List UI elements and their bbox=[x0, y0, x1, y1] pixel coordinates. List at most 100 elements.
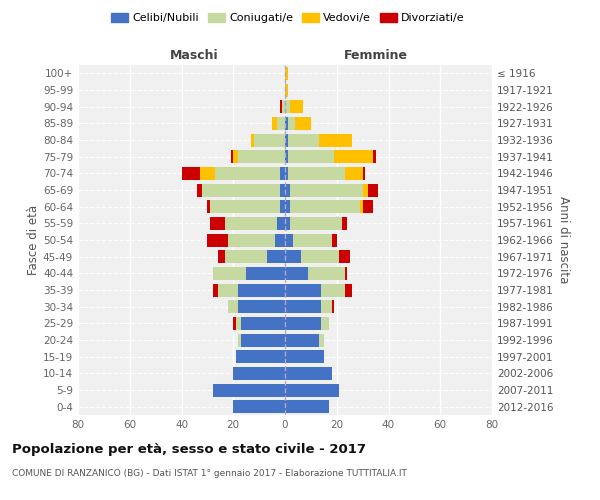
Bar bbox=[285, 167, 287, 180]
Bar bbox=[285, 134, 287, 146]
Bar bbox=[212, 384, 285, 396]
Bar bbox=[283, 100, 285, 113]
Bar bbox=[226, 217, 277, 230]
Bar bbox=[251, 134, 254, 146]
Bar bbox=[236, 350, 285, 363]
Bar bbox=[285, 150, 287, 163]
Bar bbox=[226, 250, 267, 263]
Bar bbox=[285, 234, 293, 246]
Bar bbox=[285, 200, 290, 213]
Bar bbox=[277, 117, 285, 130]
Bar bbox=[290, 184, 362, 196]
Bar bbox=[362, 167, 365, 180]
Text: Maschi: Maschi bbox=[170, 48, 219, 62]
Legend: Celibi/Nubili, Coniugati/e, Vedovi/e, Divorziati/e: Celibi/Nubili, Coniugati/e, Vedovi/e, Di… bbox=[107, 8, 469, 28]
Bar bbox=[285, 300, 321, 313]
Bar bbox=[275, 234, 285, 246]
Text: COMUNE DI RANZANICO (BG) - Dati ISTAT 1° gennaio 2017 - Elaborazione TUTTITALIA.: COMUNE DI RANZANICO (BG) - Dati ISTAT 1°… bbox=[12, 469, 407, 478]
Bar bbox=[308, 267, 344, 280]
Bar bbox=[321, 300, 332, 313]
Bar bbox=[182, 167, 200, 180]
Bar bbox=[340, 250, 350, 263]
Bar bbox=[233, 317, 236, 330]
Bar bbox=[212, 284, 218, 296]
Bar bbox=[241, 317, 285, 330]
Text: Popolazione per età, sesso e stato civile - 2017: Popolazione per età, sesso e stato civil… bbox=[12, 442, 366, 456]
Bar bbox=[344, 167, 362, 180]
Bar bbox=[285, 117, 287, 130]
Bar bbox=[344, 284, 352, 296]
Bar bbox=[360, 200, 362, 213]
Bar bbox=[202, 184, 280, 196]
Bar bbox=[295, 117, 311, 130]
Bar bbox=[280, 200, 285, 213]
Bar bbox=[285, 267, 308, 280]
Bar bbox=[290, 200, 360, 213]
Bar bbox=[254, 134, 285, 146]
Bar bbox=[210, 200, 280, 213]
Text: Femmine: Femmine bbox=[344, 48, 407, 62]
Bar bbox=[277, 217, 285, 230]
Bar bbox=[319, 334, 324, 346]
Bar bbox=[285, 67, 287, 80]
Bar bbox=[368, 184, 378, 196]
Bar bbox=[285, 400, 329, 413]
Bar bbox=[272, 117, 277, 130]
Bar bbox=[228, 300, 238, 313]
Bar bbox=[332, 234, 337, 246]
Bar bbox=[280, 167, 285, 180]
Bar bbox=[321, 317, 329, 330]
Bar bbox=[293, 234, 332, 246]
Bar bbox=[285, 317, 321, 330]
Bar bbox=[215, 167, 280, 180]
Bar bbox=[373, 150, 376, 163]
Bar bbox=[362, 184, 368, 196]
Bar bbox=[238, 300, 285, 313]
Bar bbox=[246, 267, 285, 280]
Bar bbox=[233, 400, 285, 413]
Y-axis label: Fasce di età: Fasce di età bbox=[27, 205, 40, 275]
Bar bbox=[230, 150, 233, 163]
Bar bbox=[267, 250, 285, 263]
Bar bbox=[241, 334, 285, 346]
Bar bbox=[321, 284, 344, 296]
Bar bbox=[238, 150, 285, 163]
Bar bbox=[342, 217, 347, 230]
Bar bbox=[319, 134, 352, 146]
Bar bbox=[233, 150, 238, 163]
Bar bbox=[290, 217, 342, 230]
Bar bbox=[290, 100, 303, 113]
Bar bbox=[228, 234, 275, 246]
Bar bbox=[362, 200, 373, 213]
Bar bbox=[334, 150, 373, 163]
Bar bbox=[238, 284, 285, 296]
Bar bbox=[208, 200, 210, 213]
Bar bbox=[287, 167, 344, 180]
Bar bbox=[285, 384, 340, 396]
Bar bbox=[208, 234, 228, 246]
Bar bbox=[197, 184, 202, 196]
Bar bbox=[285, 184, 290, 196]
Bar bbox=[285, 84, 287, 96]
Bar bbox=[285, 334, 319, 346]
Bar bbox=[210, 217, 226, 230]
Bar bbox=[285, 350, 324, 363]
Bar bbox=[233, 367, 285, 380]
Bar bbox=[285, 217, 290, 230]
Bar bbox=[280, 100, 283, 113]
Bar bbox=[301, 250, 340, 263]
Bar bbox=[280, 184, 285, 196]
Bar bbox=[200, 167, 215, 180]
Y-axis label: Anni di nascita: Anni di nascita bbox=[557, 196, 570, 284]
Bar bbox=[285, 367, 332, 380]
Bar bbox=[238, 334, 241, 346]
Bar bbox=[344, 267, 347, 280]
Bar bbox=[285, 100, 290, 113]
Bar bbox=[285, 284, 321, 296]
Bar bbox=[287, 150, 334, 163]
Bar bbox=[332, 300, 334, 313]
Bar bbox=[287, 134, 319, 146]
Bar bbox=[212, 267, 246, 280]
Bar bbox=[285, 250, 301, 263]
Bar bbox=[236, 317, 241, 330]
